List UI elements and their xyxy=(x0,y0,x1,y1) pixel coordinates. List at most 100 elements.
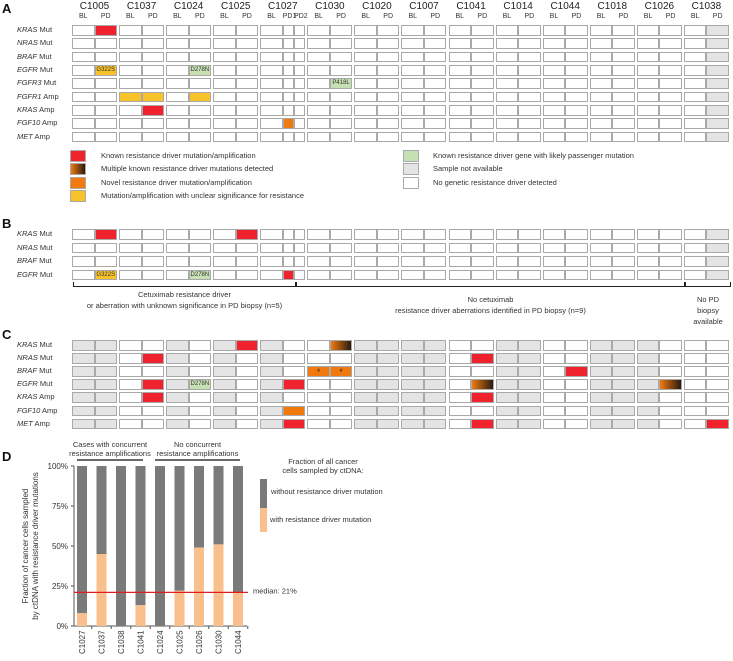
grid-cell xyxy=(423,340,447,351)
grid-cell xyxy=(141,51,165,63)
grid-cell xyxy=(636,78,660,89)
grid-cell xyxy=(307,392,330,403)
grid-cell xyxy=(376,91,400,103)
gene-name: NRAS xyxy=(17,353,38,363)
grid-cell xyxy=(282,242,295,253)
grid-cell xyxy=(589,392,613,403)
grid-cell xyxy=(119,91,142,103)
grid-cell: P418L xyxy=(329,78,353,89)
group-bracket xyxy=(73,282,296,287)
grid-cell xyxy=(260,91,283,103)
grid-cell xyxy=(495,242,519,253)
grid-cell xyxy=(423,366,447,377)
grid-cell xyxy=(683,131,707,143)
grid-cell xyxy=(518,379,541,390)
grid-cell xyxy=(471,91,494,103)
gene-name: KRAS xyxy=(17,392,38,402)
grid-cell xyxy=(294,25,306,36)
grid-cell xyxy=(282,392,306,403)
grid-cell xyxy=(166,418,189,430)
grid-cell xyxy=(659,366,682,377)
row-label: BRAF Mut xyxy=(17,256,52,265)
row-label: FGFR3 Mut xyxy=(17,78,57,88)
grid-cell xyxy=(659,229,682,240)
grid-cell xyxy=(706,25,729,36)
grid-cell xyxy=(518,51,541,63)
grid-cell xyxy=(518,25,541,36)
grid-cell xyxy=(448,353,472,364)
grid-cell xyxy=(307,256,330,267)
grid-cell xyxy=(119,78,142,89)
grid-cell xyxy=(706,340,729,351)
grid-cell xyxy=(565,418,588,430)
grid-cell xyxy=(376,118,400,129)
grid-cell xyxy=(448,105,472,116)
patient-header: C1027 xyxy=(268,1,298,12)
bar-without-mutation xyxy=(233,466,243,593)
grid-cell xyxy=(636,91,660,103)
grid-cell xyxy=(166,379,189,390)
grid-cell xyxy=(307,353,330,364)
sample-header: PD xyxy=(665,13,676,20)
grid-cell xyxy=(612,392,635,403)
grid-cell xyxy=(659,405,682,416)
grid-cell: G322S xyxy=(94,65,117,76)
gene-name: BRAF xyxy=(17,366,38,376)
bar-with-mutation xyxy=(194,547,204,626)
grid-cell xyxy=(235,78,259,89)
grid-cell xyxy=(495,379,519,390)
median-label: median: 21% xyxy=(253,586,297,595)
grid-cell xyxy=(401,269,424,280)
grid-cell xyxy=(471,38,494,49)
panel-label-c: C xyxy=(2,327,12,342)
grid-cell xyxy=(329,256,353,267)
grid-cell xyxy=(636,229,660,240)
patient-header: C1018 xyxy=(597,1,627,12)
sample-header: PD xyxy=(100,13,111,20)
y-axis-label: Fraction of cancer cells sampledby ctDNA… xyxy=(21,472,40,620)
grid-cell xyxy=(119,118,142,129)
grid-cell xyxy=(307,379,330,390)
grid-cell xyxy=(141,118,165,129)
grid-cell xyxy=(542,392,566,403)
grid-cell xyxy=(213,340,236,351)
grid-cell xyxy=(119,131,142,143)
grid-cell xyxy=(659,353,682,364)
grid-cell xyxy=(683,405,707,416)
row-label: EGFR Mut xyxy=(17,65,53,75)
grid-cell xyxy=(471,118,494,129)
grid-cell xyxy=(294,65,306,76)
grid-cell xyxy=(354,405,377,416)
grid-cell xyxy=(518,78,541,89)
grid-cell xyxy=(589,418,613,430)
grid-cell xyxy=(542,269,566,280)
grid-cell xyxy=(72,118,95,129)
y-tick-label: 25% xyxy=(52,582,68,591)
grid-cell xyxy=(612,105,635,116)
grid-cell xyxy=(329,38,353,49)
grid-cell xyxy=(141,91,165,103)
sample-header: BL xyxy=(220,13,229,20)
grid-cell xyxy=(565,118,588,129)
grid-cell xyxy=(565,353,588,364)
grid-cell xyxy=(612,229,635,240)
grid-cell xyxy=(423,118,447,129)
grid-cell xyxy=(166,131,189,143)
grid-cell xyxy=(423,418,447,430)
grid-cell xyxy=(260,269,283,280)
grid-cell xyxy=(659,118,682,129)
row-label: NRAS Mut xyxy=(17,242,53,252)
grid-cell xyxy=(119,379,142,390)
grid-cell xyxy=(376,256,400,267)
grid-cell xyxy=(119,353,142,364)
grid-cell xyxy=(94,242,117,253)
grid-cell xyxy=(542,25,566,36)
x-tick-label: C1026 xyxy=(195,630,204,654)
grid-cell xyxy=(213,418,236,430)
caption-line: available xyxy=(693,317,723,326)
sample-header: BL xyxy=(126,13,135,20)
legend-swatch-na xyxy=(403,163,419,176)
grid-cell xyxy=(683,379,707,390)
grid-cell xyxy=(307,91,330,103)
legend-label: Known resistance driver gene with likely… xyxy=(433,151,634,160)
